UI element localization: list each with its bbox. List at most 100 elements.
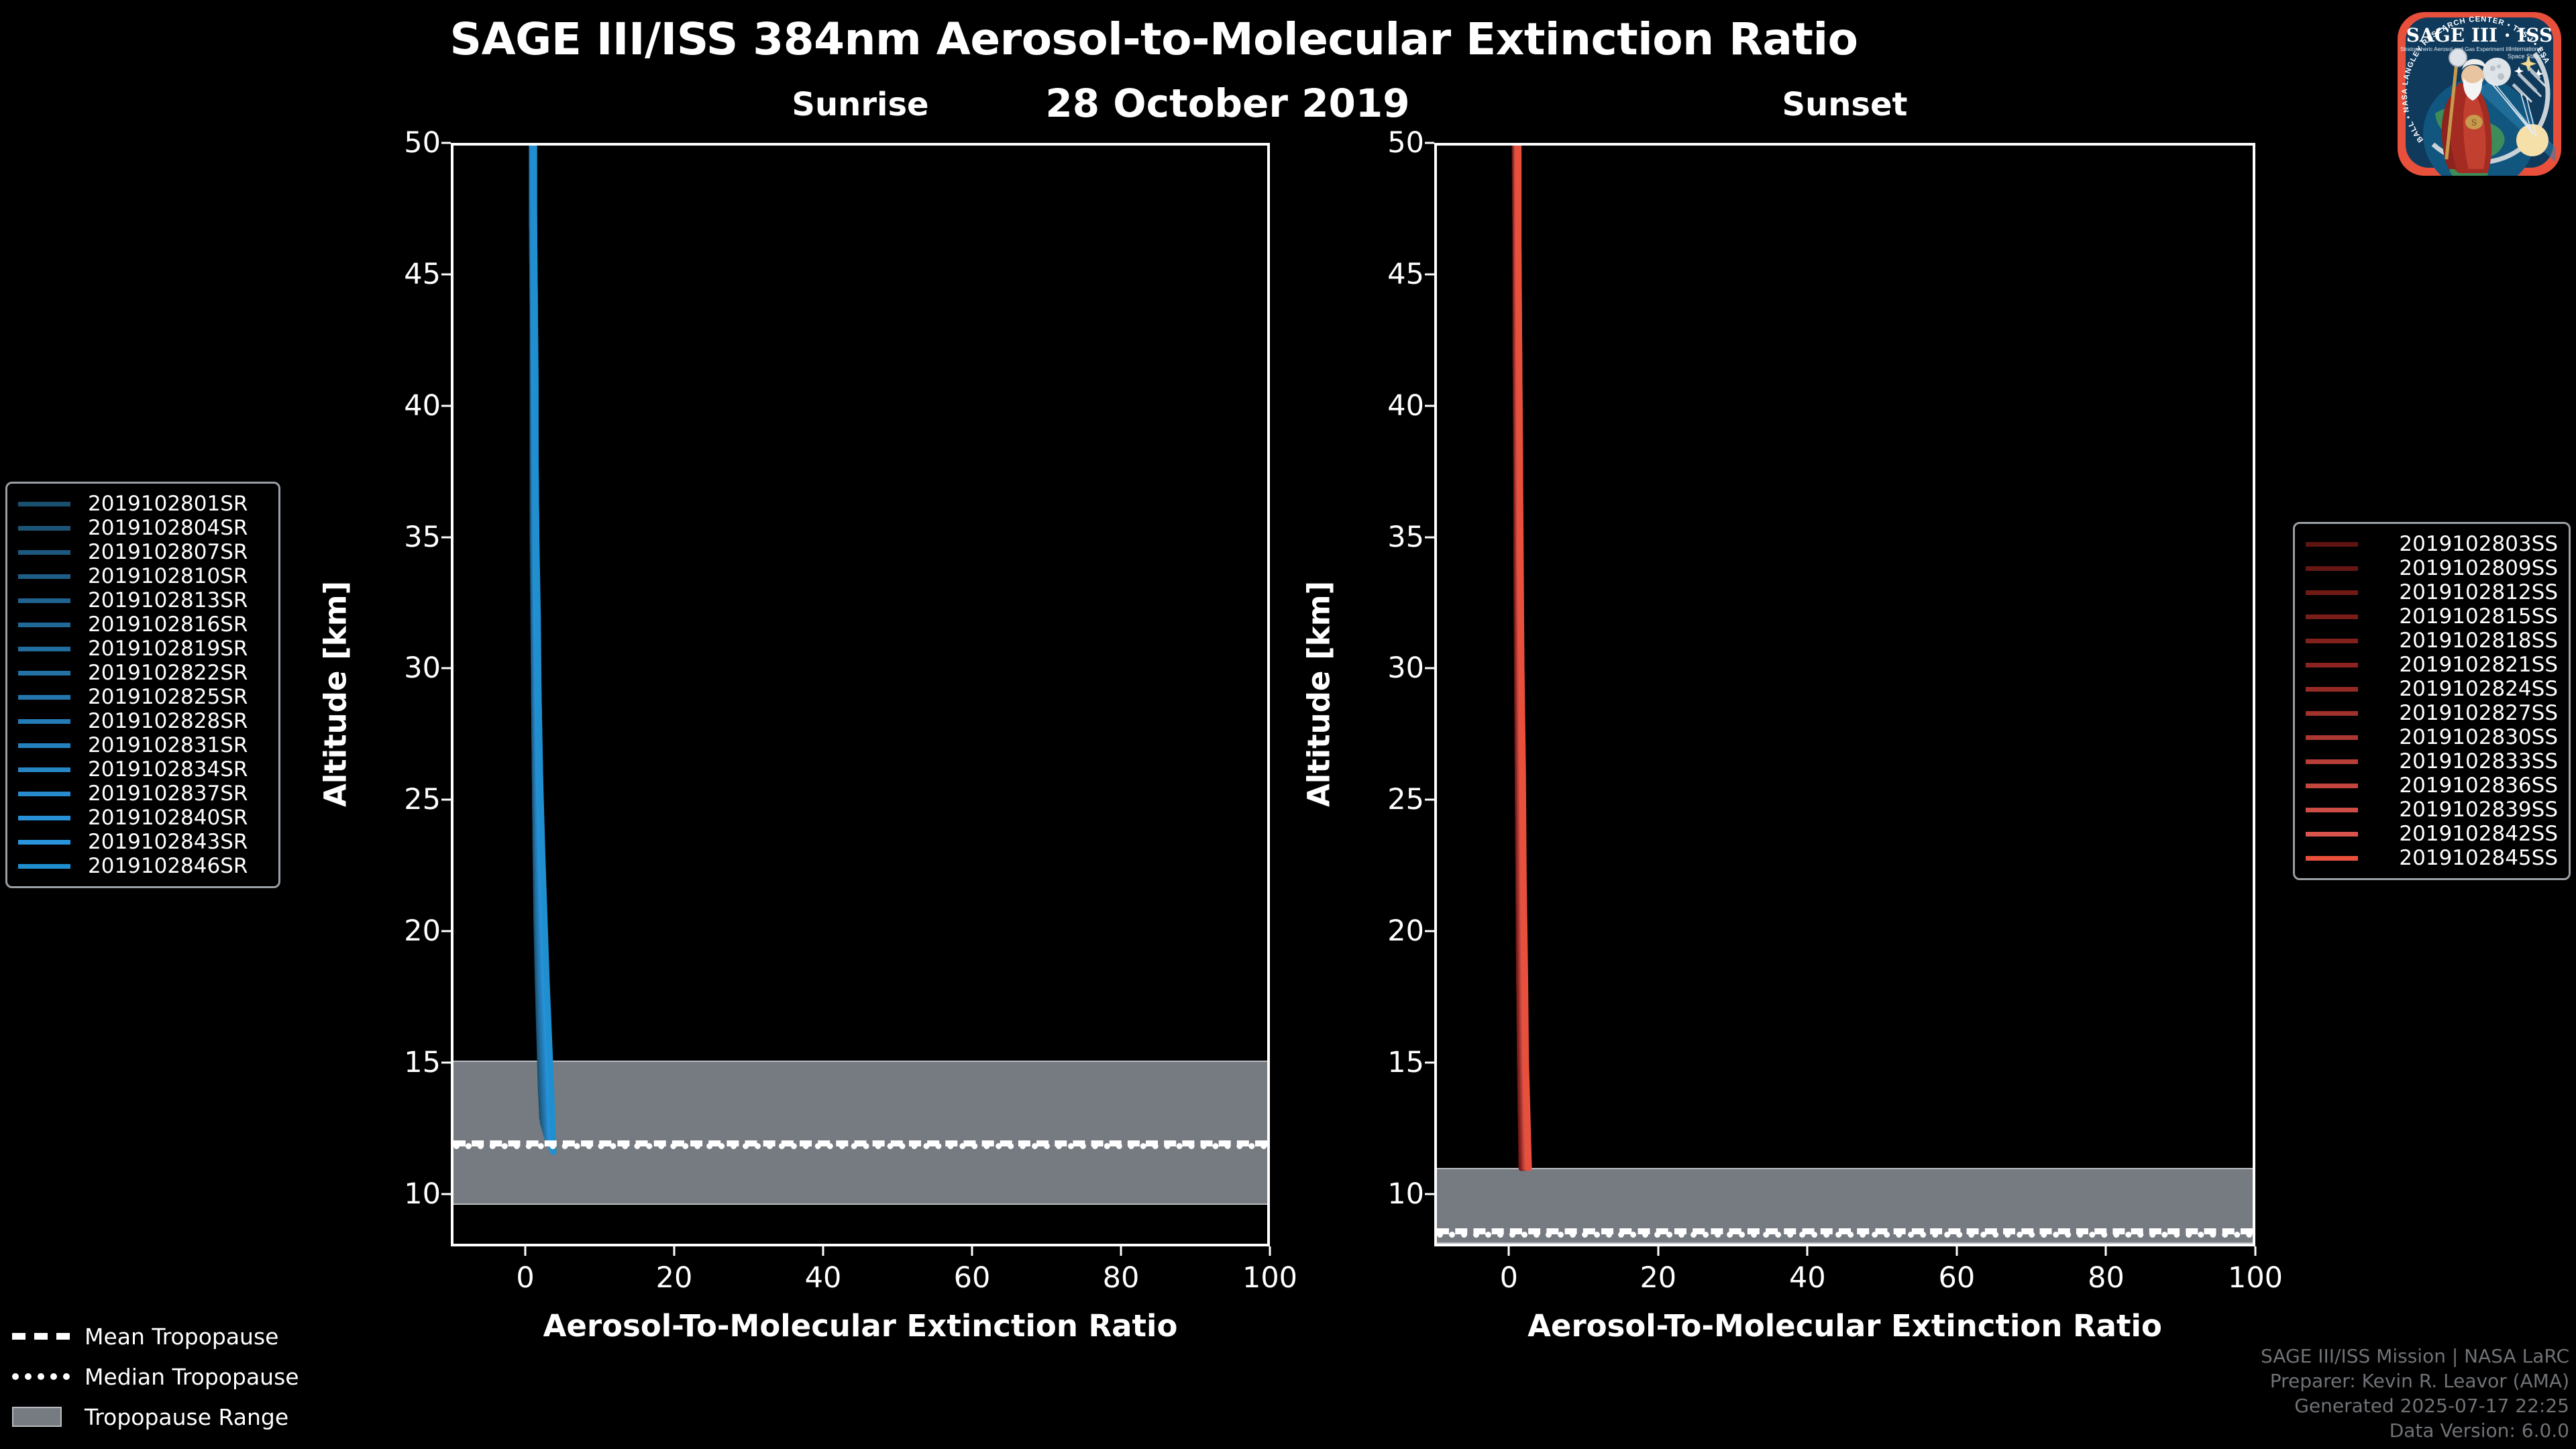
credits-line: SAGE III/ISS Mission | NASA LaRC xyxy=(2261,1345,2569,1368)
sage-iii-iss-mission-patch-icon: S BALL • NASA LANGLEY RESEARCH CENTER • … xyxy=(2388,3,2571,185)
x-tick-mark xyxy=(971,1246,973,1256)
legend-item[interactable]: 2019102840SR xyxy=(18,806,268,830)
legend-item[interactable]: 2019102810SR xyxy=(18,564,268,588)
y-tick-label: 30 xyxy=(404,651,441,686)
legend-color-swatch xyxy=(18,815,70,820)
legend-item[interactable]: 2019102827SS xyxy=(2306,701,2558,725)
legend-color-swatch xyxy=(2306,541,2358,547)
credits-line: Data Version: 6.0.0 xyxy=(2389,1419,2569,1442)
y-tick-label: 20 xyxy=(404,914,441,948)
y-tick-label: 50 xyxy=(1387,126,1424,160)
legend-item-label: 2019102828SR xyxy=(88,709,248,733)
legend-item-label: 2019102822SR xyxy=(88,661,248,685)
x-tick-label: 20 xyxy=(1640,1261,1677,1295)
x-tick-label: 40 xyxy=(1789,1261,1826,1295)
y-tick-mark xyxy=(441,930,451,932)
x-tick-mark xyxy=(673,1246,676,1256)
legend-item[interactable]: 2019102828SR xyxy=(18,709,268,733)
x-tick-mark xyxy=(1955,1246,1958,1256)
legend-color-swatch xyxy=(18,525,70,531)
y-tick-mark xyxy=(441,1193,451,1195)
y-axis-label: Altitude [km] xyxy=(1301,580,1337,807)
legend-item-label: 2019102830SS xyxy=(2399,725,2558,749)
x-tick-label: 80 xyxy=(2088,1261,2125,1295)
legend-color-swatch xyxy=(2306,831,2358,837)
y-tick-label: 10 xyxy=(404,1177,441,1211)
legend-item-label: 2019102809SS xyxy=(2399,556,2558,580)
legend-item[interactable]: 2019102839SS xyxy=(2306,798,2558,822)
y-tick-mark xyxy=(441,667,451,669)
legend-item[interactable]: 2019102818SS xyxy=(2306,629,2558,653)
legend-item-label: 2019102827SS xyxy=(2399,701,2558,725)
legend-item-label: 2019102821SS xyxy=(2399,653,2558,677)
svg-text:S: S xyxy=(2471,118,2477,127)
y-tick-mark xyxy=(1425,142,1434,144)
median-tropopause-line xyxy=(1437,1232,2253,1238)
x-tick-label: 40 xyxy=(804,1261,842,1295)
x-tick-mark xyxy=(524,1246,527,1256)
legend-item[interactable]: 2019102815SS xyxy=(2306,604,2558,629)
x-axis-label: Aerosol-To-Molecular Extinction Ratio xyxy=(543,1308,1178,1344)
legend-item[interactable]: 2019102803SS xyxy=(2306,532,2558,556)
legend-item[interactable]: 2019102834SR xyxy=(18,757,268,782)
legend-item[interactable]: 2019102842SS xyxy=(2306,822,2558,846)
y-tick-mark xyxy=(1425,1061,1434,1064)
x-tick-mark xyxy=(1806,1246,1809,1256)
legend-item-label: 2019102815SS xyxy=(2399,604,2558,629)
tropopause-legend-item[interactable]: Mean Tropopause xyxy=(12,1316,361,1356)
credits-block: SAGE III/ISS Mission | NASA LaRC Preparer… xyxy=(2261,1344,2569,1444)
legend-color-swatch xyxy=(2306,710,2358,716)
legend-item[interactable]: 2019102816SR xyxy=(18,612,268,637)
legend-item-label: 2019102812SS xyxy=(2399,580,2558,604)
legend-item[interactable]: 2019102833SS xyxy=(2306,749,2558,773)
legend-item[interactable]: 2019102831SR xyxy=(18,733,268,757)
legend-item[interactable]: 2019102821SS xyxy=(2306,653,2558,677)
legend-item[interactable]: 2019102807SR xyxy=(18,540,268,564)
dotted-line-icon xyxy=(12,1373,70,1380)
x-tick-mark xyxy=(1120,1246,1122,1256)
y-tick-label: 10 xyxy=(1387,1177,1424,1211)
legend-color-swatch xyxy=(18,622,70,627)
legend-item[interactable]: 2019102824SS xyxy=(2306,677,2558,701)
legend-color-swatch xyxy=(2306,638,2358,643)
legend-item[interactable]: 2019102843SR xyxy=(18,830,268,854)
legend-item[interactable]: 2019102804SR xyxy=(18,516,268,540)
legend-item[interactable]: 2019102837SR xyxy=(18,782,268,806)
legend-item[interactable]: 2019102813SR xyxy=(18,588,268,612)
legend-color-swatch xyxy=(2306,855,2358,861)
legend-item[interactable]: 2019102836SS xyxy=(2306,773,2558,798)
y-tick-mark xyxy=(1425,273,1434,276)
plot-area-sunrise xyxy=(451,143,1270,1246)
legend-item[interactable]: 2019102830SS xyxy=(2306,725,2558,749)
legend-item-label: 2019102842SS xyxy=(2399,822,2558,846)
legend-color-swatch xyxy=(18,574,70,579)
tropopause-legend-item[interactable]: Median Tropopause xyxy=(12,1356,361,1397)
dashed-line-icon xyxy=(12,1333,70,1340)
legend-color-swatch xyxy=(2306,783,2358,788)
legend-color-swatch xyxy=(18,694,70,700)
y-tick-label: 50 xyxy=(404,126,441,160)
legend-item[interactable]: 2019102822SR xyxy=(18,661,268,685)
legend-item[interactable]: 2019102809SS xyxy=(2306,556,2558,580)
date-subtitle: 28 October 2019 xyxy=(1045,80,1410,126)
legend-item-label: 2019102846SR xyxy=(88,854,248,878)
legend-item[interactable]: 2019102812SS xyxy=(2306,580,2558,604)
legend-item[interactable]: 2019102825SR xyxy=(18,685,268,709)
legend-item-label: 2019102834SR xyxy=(88,757,248,782)
y-axis-label: Altitude [km] xyxy=(317,580,354,807)
svg-text:SAGE III · ISS: SAGE III · ISS xyxy=(2406,24,2553,46)
profile-line xyxy=(1519,146,1529,1168)
legend-item[interactable]: 2019102845SS xyxy=(2306,846,2558,870)
x-tick-mark xyxy=(2254,1246,2257,1256)
x-tick-label: 100 xyxy=(2227,1261,2284,1295)
x-tick-label: 60 xyxy=(953,1261,991,1295)
tropopause-legend-item[interactable]: Tropopause Range xyxy=(12,1397,361,1437)
legend-item-label: 2019102833SS xyxy=(2399,749,2558,773)
legend-item[interactable]: 2019102846SR xyxy=(18,854,268,878)
legend-item-label: 2019102836SS xyxy=(2399,773,2558,798)
legend-item[interactable]: 2019102801SR xyxy=(18,492,268,516)
y-tick-label: 45 xyxy=(404,257,441,291)
legend-item[interactable]: 2019102819SR xyxy=(18,637,268,661)
profile-curves-sunset xyxy=(1437,146,2253,1244)
legend-item-label: 2019102818SS xyxy=(2399,629,2558,653)
